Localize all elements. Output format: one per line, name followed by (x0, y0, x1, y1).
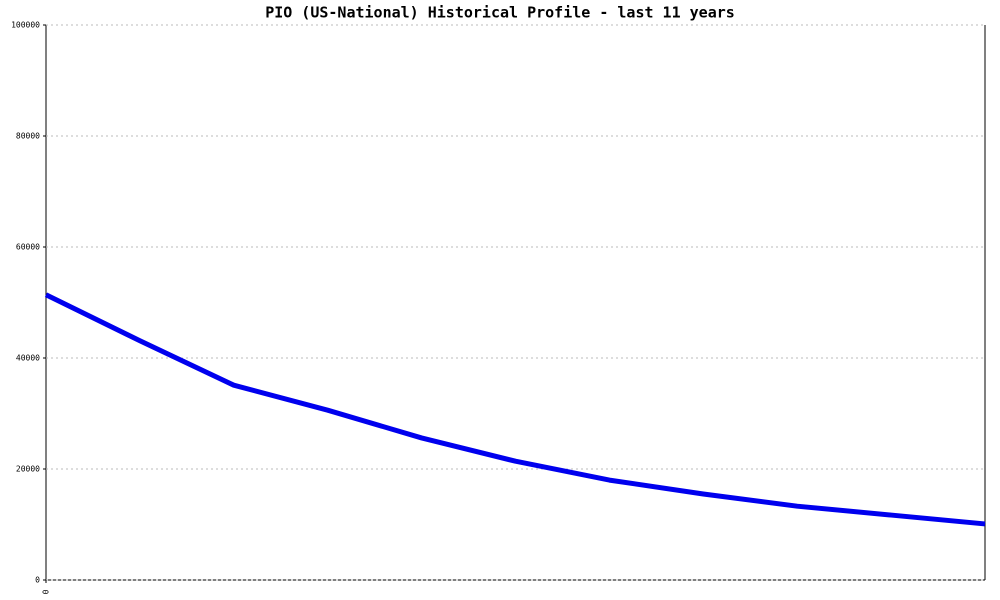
y-tick-label: 20000 (16, 465, 40, 474)
y-tick-label: 60000 (16, 243, 40, 252)
x-tick-label: 0 (42, 589, 51, 594)
chart-title: PIO (US-National) Historical Profile - l… (265, 4, 735, 22)
y-tick-label: 0 (35, 576, 40, 585)
y-tick-label: 40000 (16, 354, 40, 363)
line (44, 292, 986, 527)
y-tick-label: 80000 (16, 132, 40, 141)
y-tick-label: 100000 (11, 21, 40, 30)
